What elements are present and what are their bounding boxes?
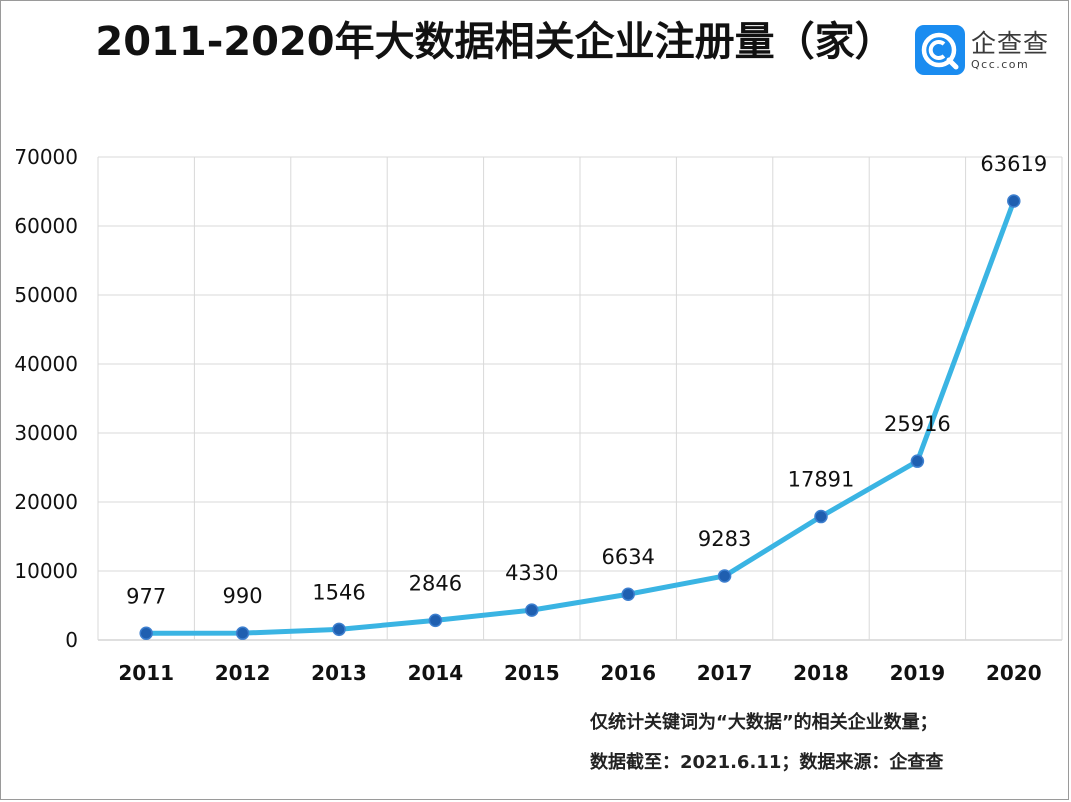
y-tick-label: 70000: [14, 145, 78, 169]
y-tick-label: 60000: [14, 214, 78, 238]
y-tick-label: 40000: [14, 352, 78, 376]
data-label: 977: [126, 584, 166, 608]
data-label: 9283: [698, 527, 751, 551]
data-label: 25916: [884, 412, 951, 436]
data-point: [621, 587, 635, 601]
footnote-source: 数据截至：2021.6.11；数据来源：企查查: [590, 752, 944, 773]
data-point: [717, 569, 732, 583]
qcc-logo-icon: [915, 25, 965, 75]
x-tick-label: 2013: [311, 661, 367, 685]
data-point: [814, 509, 828, 524]
x-tick-label: 2016: [600, 661, 656, 685]
data-point: [1007, 194, 1021, 208]
data-label: 1546: [312, 580, 365, 604]
logo-en-text: Qcc.com: [971, 57, 1030, 71]
data-point: [235, 626, 250, 640]
data-label: 990: [223, 584, 263, 608]
y-tick-label: 30000: [14, 421, 78, 445]
data-point: [139, 626, 153, 641]
chart-title: 2011-2020年大数据相关企业注册量（家）: [95, 19, 895, 65]
data-label: 6634: [601, 545, 654, 569]
y-tick-label: 10000: [14, 559, 78, 583]
footnote-scope: 仅统计关键词为“大数据”的相关企业数量；: [590, 712, 938, 733]
x-tick-label: 2020: [986, 661, 1042, 685]
y-tick-label: 0: [65, 628, 78, 652]
x-tick-label: 2018: [793, 661, 849, 685]
y-tick-label: 50000: [14, 283, 78, 307]
x-tick-label: 2011: [118, 661, 174, 685]
x-tick-label: 2017: [697, 661, 753, 685]
x-tick-label: 2012: [215, 661, 271, 685]
data-point: [428, 613, 443, 628]
data-point: [525, 603, 539, 617]
logo-cn-text: 企查查: [971, 28, 1050, 58]
data-label: 4330: [505, 561, 558, 585]
data-label: 63619: [980, 152, 1047, 176]
x-tick-label: 2014: [408, 661, 464, 685]
x-tick-label: 2015: [504, 661, 560, 685]
data-label: 17891: [788, 468, 855, 492]
qcc-logo: 企查查 Qcc.com: [915, 24, 1049, 76]
data-label: 2846: [409, 571, 462, 595]
data-point: [332, 622, 346, 637]
x-tick-label: 2019: [890, 661, 946, 685]
y-tick-label: 20000: [14, 490, 78, 514]
data-point: [910, 454, 925, 468]
series-line: [143, 198, 1017, 636]
